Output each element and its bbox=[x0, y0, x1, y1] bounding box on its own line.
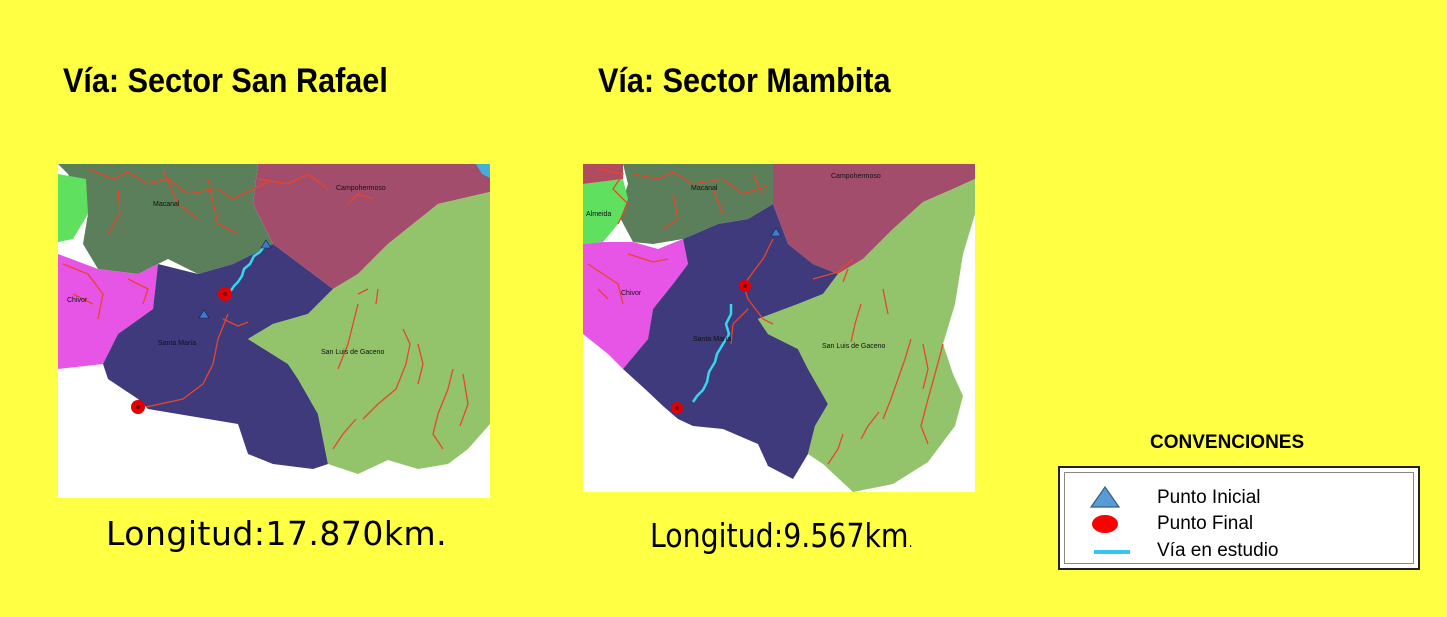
region-campohermoso bbox=[253, 164, 490, 289]
region-left-green bbox=[58, 174, 88, 242]
region-chivor bbox=[58, 254, 158, 369]
legend-label: Punto Inicial bbox=[1157, 487, 1261, 508]
legend-label: Vía en estudio bbox=[1157, 540, 1279, 561]
punto-inicial-marker bbox=[260, 239, 272, 249]
place-label: Chivor bbox=[621, 290, 642, 297]
length-mambita-suffix: . bbox=[908, 535, 913, 551]
legend-box: Punto Inicial Punto Final Vía en estudio bbox=[1058, 466, 1420, 570]
place-label: Campohermoso bbox=[831, 173, 881, 180]
legend-item-via-en-estudio: Vía en estudio bbox=[1065, 538, 1413, 562]
place-label: San Luis de Gaceno bbox=[822, 343, 886, 350]
roads bbox=[587, 168, 944, 465]
length-mambita-value: Longitud:9.567km bbox=[650, 516, 909, 555]
blue-triangle-icon bbox=[1089, 485, 1121, 508]
via-en-estudio bbox=[691, 304, 733, 403]
length-san-rafael: Longitud:17.870km. bbox=[106, 514, 448, 553]
region-chivor bbox=[583, 239, 688, 369]
place-label: Campohermoso bbox=[336, 185, 386, 192]
punto-inicial-marker bbox=[770, 227, 782, 237]
map-san-rafael: Campohermoso Macanal Chivor Santa María … bbox=[58, 164, 490, 498]
region-macanal bbox=[58, 164, 273, 274]
region-san-luis-de-gaceno bbox=[758, 179, 975, 492]
map-mambita-svg: Campohermoso Macanal Almeida Chivor Sant… bbox=[583, 164, 975, 492]
legend-item-punto-inicial: Punto Inicial bbox=[1065, 485, 1413, 509]
region-almeida bbox=[583, 179, 628, 244]
region-campohermoso bbox=[773, 164, 975, 274]
map-mambita: Campohermoso Macanal Almeida Chivor Sant… bbox=[583, 164, 975, 492]
legend-item-punto-final: Punto Final bbox=[1065, 511, 1413, 535]
panel-title-mambita: Vía: Sector Mambita bbox=[598, 62, 891, 100]
place-label: Almeida bbox=[586, 211, 611, 218]
place-label: Macanal bbox=[691, 185, 718, 192]
place-label: Chivor bbox=[67, 297, 88, 304]
region-san-luis-de-gaceno bbox=[248, 192, 490, 474]
length-mambita: Longitud:9.567km. bbox=[650, 516, 912, 555]
place-label: Santa María bbox=[693, 336, 731, 343]
region-neighbor-corner bbox=[476, 164, 490, 178]
via-en-estudio bbox=[228, 243, 267, 293]
panel-title-san-rafael: Vía: Sector San Rafael bbox=[63, 62, 388, 100]
legend-label: Punto Final bbox=[1157, 513, 1254, 534]
map-san-rafael-svg: Campohermoso Macanal Chivor Santa María … bbox=[58, 164, 490, 498]
punto-inicial-marker bbox=[198, 309, 210, 319]
place-label: San Luis de Gaceno bbox=[321, 349, 385, 356]
legend-title: CONVENCIONES bbox=[1150, 432, 1305, 453]
region-macanal bbox=[618, 164, 773, 244]
place-label: Santa María bbox=[158, 340, 196, 347]
red-dot-icon bbox=[1092, 515, 1118, 533]
place-label: Macanal bbox=[153, 201, 180, 208]
cyan-line-icon bbox=[1094, 550, 1130, 554]
region-left-edge bbox=[583, 164, 623, 184]
region-santa-maria bbox=[103, 244, 333, 469]
roads bbox=[62, 168, 469, 450]
